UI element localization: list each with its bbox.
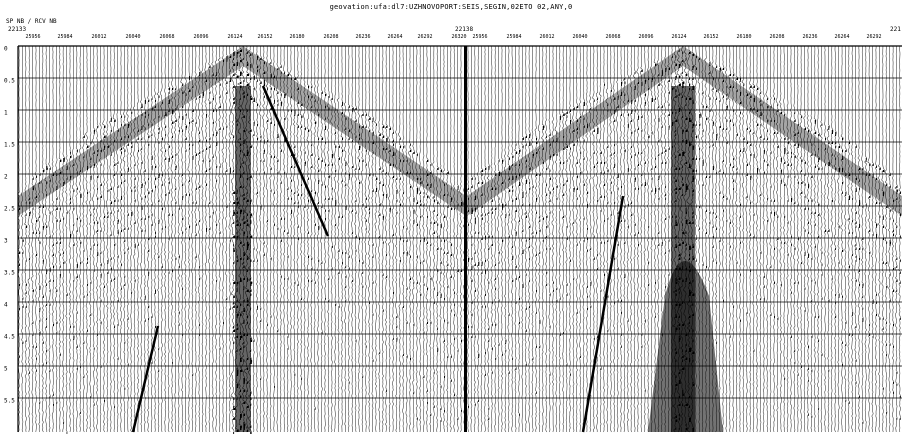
receiver-number-label: 26208 — [323, 34, 339, 40]
linear-noise-streak — [261, 85, 330, 237]
receiver-number-label: 26292 — [417, 34, 433, 40]
receiver-number-label: 26096 — [638, 34, 654, 40]
receiver-number-label: 26236 — [802, 34, 818, 40]
time-tick-label: 3 — [4, 237, 8, 245]
receiver-number-label: 25984 — [57, 34, 73, 40]
time-tick-label: 1.5 — [4, 141, 15, 149]
ground-roll-fan — [648, 261, 723, 432]
time-tick-label: 0 — [4, 45, 8, 53]
time-tick-label: 3.5 — [4, 269, 15, 277]
receiver-number-label: 26292 — [866, 34, 882, 40]
axis-header-label: SP NB / RCV NB — [6, 18, 57, 25]
receiver-number-label: 26208 — [769, 34, 785, 40]
receiver-number-label: 25956 — [472, 34, 488, 40]
time-tick-label: 4.5 — [4, 333, 15, 341]
receiver-number-label: 26124 — [671, 34, 687, 40]
receiver-number-label: 25984 — [506, 34, 522, 40]
receiver-number-label: 26096 — [193, 34, 209, 40]
receiver-number-label: 26180 — [736, 34, 752, 40]
receiver-number-label: 26320 — [451, 34, 467, 40]
receiver-number-label: 26040 — [125, 34, 141, 40]
receiver-number-label: 26012 — [91, 34, 107, 40]
receiver-number-label: 26180 — [289, 34, 305, 40]
time-tick-label: 5.5 — [4, 397, 15, 405]
time-tick-label: 2 — [4, 173, 8, 181]
receiver-number-label: 26152 — [703, 34, 719, 40]
receiver-number-label: 26152 — [257, 34, 273, 40]
linear-noise-streak — [581, 195, 625, 433]
receiver-number-label: 26264 — [834, 34, 850, 40]
time-tick-label: 1 — [4, 109, 8, 117]
time-tick-label: 5 — [4, 365, 8, 373]
shot-point-label: 22133 — [8, 26, 27, 33]
linear-noise-streak — [131, 325, 160, 433]
panel-separator — [464, 46, 467, 432]
receiver-number-label: 26124 — [227, 34, 243, 40]
time-tick-label: 4 — [4, 301, 8, 309]
receiver-number-label: 26264 — [387, 34, 403, 40]
time-tick-label: 2.5 — [4, 205, 15, 213]
receiver-number-label: 26012 — [539, 34, 555, 40]
window-title: geovation:ufa:dl7:UZHNOVOPORT:SEIS,SEGIN… — [329, 3, 573, 11]
shot-point-label: 221 — [890, 26, 901, 33]
shot-point-label: 22138 — [455, 26, 474, 33]
receiver-number-label: 26068 — [159, 34, 175, 40]
time-tick-label: 0.5 — [4, 77, 15, 85]
receiver-number-label: 25956 — [25, 34, 41, 40]
receiver-number-label: 26068 — [605, 34, 621, 40]
receiver-number-label: 26236 — [355, 34, 371, 40]
ground-roll-core — [235, 86, 251, 432]
receiver-number-label: 26040 — [572, 34, 588, 40]
